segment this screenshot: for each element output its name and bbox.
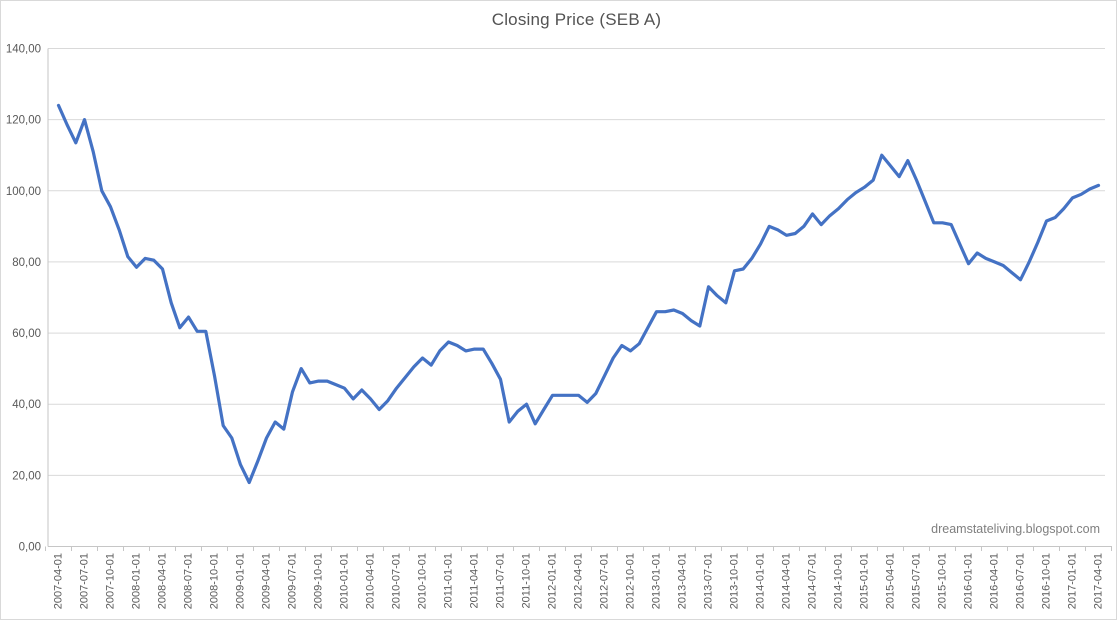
chart-title: Closing Price (SEB A) (491, 10, 662, 29)
svg-text:2010-10-01: 2010-10-01 (417, 553, 429, 609)
svg-text:60,00: 60,00 (12, 328, 41, 340)
svg-text:2015-01-01: 2015-01-01 (859, 553, 871, 609)
svg-text:2012-04-01: 2012-04-01 (573, 553, 585, 609)
svg-text:2015-07-01: 2015-07-01 (911, 553, 923, 609)
svg-text:2017-04-01: 2017-04-01 (1093, 553, 1105, 609)
svg-text:2015-04-01: 2015-04-01 (885, 553, 897, 609)
svg-text:2016-10-01: 2016-10-01 (1041, 553, 1053, 609)
svg-text:2013-04-01: 2013-04-01 (677, 553, 689, 609)
svg-text:2007-07-01: 2007-07-01 (79, 553, 91, 609)
svg-text:2011-01-01: 2011-01-01 (443, 553, 455, 608)
svg-text:140,00: 140,00 (6, 44, 41, 56)
svg-text:2015-10-01: 2015-10-01 (937, 553, 949, 609)
svg-text:2009-07-01: 2009-07-01 (287, 553, 299, 609)
svg-text:2010-01-01: 2010-01-01 (339, 553, 351, 609)
svg-text:2010-07-01: 2010-07-01 (391, 553, 403, 609)
svg-text:2014-07-01: 2014-07-01 (807, 553, 819, 609)
svg-text:2011-10-01: 2011-10-01 (521, 553, 533, 608)
svg-text:2014-10-01: 2014-10-01 (833, 553, 845, 609)
svg-text:2008-01-01: 2008-01-01 (131, 553, 143, 609)
svg-text:2011-04-01: 2011-04-01 (469, 553, 481, 608)
svg-text:2012-01-01: 2012-01-01 (547, 553, 559, 609)
svg-text:2009-01-01: 2009-01-01 (235, 553, 247, 609)
svg-text:2016-01-01: 2016-01-01 (963, 553, 975, 609)
svg-text:2014-01-01: 2014-01-01 (755, 553, 767, 609)
svg-text:2009-04-01: 2009-04-01 (261, 553, 273, 609)
watermark-text: dreamstateliving.blogspot.com (931, 522, 1100, 536)
svg-text:20,00: 20,00 (12, 470, 41, 482)
svg-text:0,00: 0,00 (19, 542, 41, 554)
svg-text:2017-01-01: 2017-01-01 (1067, 553, 1079, 609)
svg-text:2007-10-01: 2007-10-01 (105, 553, 117, 609)
svg-text:100,00: 100,00 (6, 186, 41, 198)
svg-text:2016-07-01: 2016-07-01 (1015, 553, 1027, 609)
svg-text:2011-07-01: 2011-07-01 (495, 553, 507, 608)
svg-text:2010-04-01: 2010-04-01 (365, 553, 377, 609)
svg-text:80,00: 80,00 (12, 257, 41, 269)
svg-text:2016-04-01: 2016-04-01 (989, 553, 1001, 609)
svg-text:2009-10-01: 2009-10-01 (313, 553, 325, 609)
svg-text:2013-10-01: 2013-10-01 (729, 553, 741, 609)
svg-text:40,00: 40,00 (12, 399, 41, 411)
svg-text:2007-04-01: 2007-04-01 (53, 553, 65, 609)
svg-text:2013-01-01: 2013-01-01 (651, 553, 663, 609)
svg-text:120,00: 120,00 (6, 115, 41, 127)
svg-text:2012-07-01: 2012-07-01 (599, 553, 611, 609)
svg-text:2014-04-01: 2014-04-01 (781, 553, 793, 609)
svg-text:2008-10-01: 2008-10-01 (209, 553, 221, 609)
svg-text:2013-07-01: 2013-07-01 (703, 553, 715, 609)
svg-text:2008-07-01: 2008-07-01 (183, 553, 195, 609)
svg-text:2012-10-01: 2012-10-01 (625, 553, 637, 609)
svg-text:2008-04-01: 2008-04-01 (157, 553, 169, 609)
